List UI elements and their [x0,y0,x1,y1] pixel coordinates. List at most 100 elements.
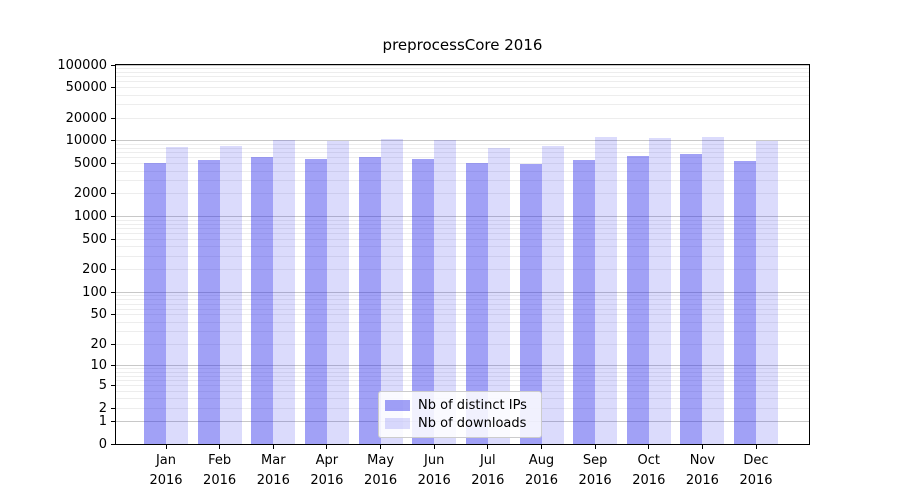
x-tick-year: 2016 [256,473,290,488]
x-tick-label: Sep 2016 [563,451,627,491]
x-tick-month: Dec [743,453,769,468]
y-grid-minor [116,223,809,225]
y-tick-label: 100000 [57,57,107,73]
bar-distinct-ips-apr [304,159,327,445]
bar-distinct-ips-jun [412,158,435,445]
x-tick-label: Jun 2016 [402,451,466,491]
x-tick-month: Jul [479,453,496,468]
y-grid-minor [116,368,809,370]
y-tick-mark [111,407,115,409]
y-grid-minor [116,147,809,149]
x-tick-month: Oct [637,453,661,468]
y-tick-mark [111,140,115,142]
y-grid-major [116,140,809,142]
legend-item-distinct-ips: Nb of distinct IPs [385,398,535,413]
x-tick-label: Apr 2016 [295,451,359,491]
y-tick-label: 2 [98,400,107,416]
y-grid-minor [116,170,809,172]
x-tick-mark [380,445,382,449]
y-tick-mark [111,421,115,423]
y-grid-minor [116,71,809,73]
y-tick-label: 5000 [73,156,107,172]
y-grid-minor [116,384,809,386]
legend-label-distinct-ips: Nb of distinct IPs [418,397,527,413]
bar-downloads-feb [219,145,242,445]
bar-downloads-dec [756,141,778,445]
y-tick-mark [111,343,115,345]
y-tick-label: 5 [98,377,107,393]
y-tick-mark [111,163,115,165]
bar-distinct-ips-feb [197,160,220,445]
x-tick-year: 2016 [578,473,612,488]
bar-downloads-nov [702,136,725,445]
y-tick-label: 10000 [65,133,107,149]
y-grid-major [116,64,809,66]
y-grid-minor [116,233,809,235]
y-tick-label: 20 [90,336,107,352]
x-tick-year: 2016 [149,473,183,488]
x-tick-label: Feb 2016 [188,451,252,491]
x-tick-label: Jan 2016 [134,451,198,491]
x-tick-month: Sep [582,453,608,468]
y-grid-minor [116,87,809,89]
y-tick-label: 50000 [65,80,107,96]
y-tick-mark [111,291,115,293]
y-grid-minor [116,152,809,154]
y-tick-mark [111,64,115,66]
y-tick-label: 50 [90,307,107,323]
x-tick-month: Jun [424,453,445,468]
bar-distinct-ips-may [358,156,381,445]
x-tick-month: Jan [155,453,177,468]
bar-distinct-ips-oct [626,156,649,445]
y-tick-mark [111,365,115,366]
x-tick-mark [326,445,328,449]
y-grid-minor [116,375,809,377]
y-grid-minor [116,295,809,297]
y-grid-minor [116,219,809,221]
x-tick-year: 2016 [364,473,398,488]
y-tick-label: 100 [82,284,107,300]
y-tick-mark [111,193,115,195]
x-tick-month: Feb [208,453,232,468]
bar-downloads-sep [595,137,618,445]
x-tick-label: Oct 2016 [617,451,681,491]
x-tick-month: Mar [261,453,286,468]
x-tick-mark [541,445,542,449]
y-tick-label: 200 [82,262,107,278]
legend-swatch-distinct-ips [385,399,410,411]
x-tick-month: Nov [689,453,716,468]
y-tick-mark [111,87,115,89]
bar-distinct-ips-dec [734,161,756,445]
y-grid-minor [116,193,809,195]
x-tick-label: Aug 2016 [510,451,574,491]
bar-distinct-ips-jan [144,163,166,445]
bar-distinct-ips-mar [251,156,274,445]
y-tick-label: 1000 [73,209,107,225]
y-grid-minor [116,143,809,145]
x-tick-mark [219,445,221,449]
y-tick-label: 2000 [73,186,107,202]
y-tick-label: 500 [82,232,107,248]
y-grid-major [116,216,809,218]
y-grid-minor [116,239,809,241]
y-grid-major [116,365,809,366]
x-tick-month: Apr [315,453,339,468]
x-tick-mark [272,445,274,449]
y-tick-mark [111,216,115,218]
y-grid-minor [116,330,809,332]
y-tick-label: 1 [98,414,107,430]
legend: Nb of distinct IPs Nb of downloads [378,391,542,438]
legend-label-downloads: Nb of downloads [418,416,527,432]
chart-title: preprocessCore 2016 [382,36,543,54]
y-grid-minor [116,228,809,229]
bar-downloads-mar [273,139,296,445]
x-tick-label: May 2016 [349,451,413,491]
y-grid-minor [116,163,809,165]
y-grid-minor [116,343,809,345]
y-grid-minor [116,269,809,271]
bar-downloads-may [380,138,403,445]
x-tick-mark [755,445,757,449]
x-tick-mark [487,445,489,449]
x-tick-label: Mar 2016 [241,451,305,491]
